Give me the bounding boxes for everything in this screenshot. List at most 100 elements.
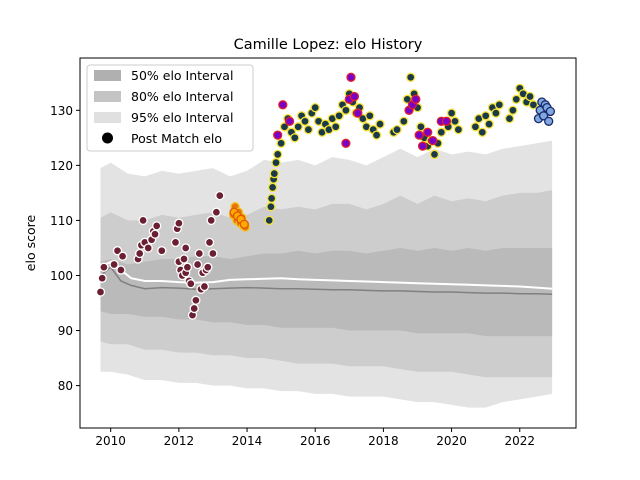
- elo-point: [508, 105, 518, 115]
- elo-point: [215, 190, 225, 201]
- y-tick-label: 80: [58, 379, 73, 393]
- elo-point: [300, 116, 310, 126]
- elo-point: [269, 168, 279, 179]
- elo-point: [414, 130, 424, 140]
- elo-point: [334, 111, 344, 121]
- x-tick-label: 2016: [300, 434, 331, 448]
- elo-point: [95, 287, 106, 297]
- elo-point: [423, 127, 433, 137]
- elo-point: [375, 119, 385, 129]
- elo-point: [266, 193, 277, 204]
- elo-point: [436, 127, 446, 137]
- elo-point: [181, 243, 191, 253]
- elo-point: [528, 100, 539, 110]
- x-tick-label: 2022: [504, 434, 535, 448]
- legend-swatch-50: [94, 70, 121, 81]
- elo-point: [504, 113, 515, 124]
- legend-box: [86, 64, 254, 152]
- elo-point: [429, 149, 440, 160]
- elo-point: [341, 138, 351, 148]
- elo-point: [203, 262, 213, 272]
- elo-point: [545, 106, 556, 117]
- elo-point: [179, 254, 189, 264]
- chart-title: Camille Lopez: elo History: [234, 37, 423, 53]
- y-axis-label: elo score: [23, 215, 38, 272]
- elo-point: [353, 108, 363, 118]
- elo-point: [290, 133, 300, 143]
- elo-point: [157, 246, 167, 256]
- elo-point: [416, 122, 426, 132]
- elo-point: [346, 72, 356, 82]
- y-tick-label: 130: [50, 104, 73, 118]
- elo-point: [112, 246, 123, 256]
- elo-point: [199, 281, 210, 292]
- legend-label-80: 80% elo Interval: [131, 89, 233, 104]
- elo-point: [544, 116, 554, 126]
- interval-bands: [100, 140, 553, 408]
- elo-point: [441, 116, 452, 126]
- x-tick-label: 2020: [436, 434, 467, 448]
- trend-lines: [100, 260, 553, 295]
- elo-point: [97, 273, 107, 283]
- elo-point: [208, 248, 218, 259]
- elo-point: [186, 279, 196, 289]
- x-axis: 2010 2012 2014 2016 2018 2020 2022: [95, 428, 535, 448]
- elo-point: [276, 138, 286, 148]
- elo-point: [150, 229, 160, 239]
- elo-point: [109, 259, 119, 270]
- plot-frame: [79, 57, 577, 429]
- elo-point: [194, 248, 204, 259]
- elo-point: [538, 111, 549, 121]
- elo-point: [399, 116, 409, 126]
- x-tick-label: 2010: [95, 434, 126, 448]
- elo-point: [266, 202, 276, 212]
- median-line: [100, 266, 553, 295]
- elo-point: [170, 237, 181, 248]
- elo-point: [446, 108, 457, 118]
- elo-point: [192, 259, 203, 270]
- elo-point: [116, 265, 126, 275]
- elo-point: [484, 119, 494, 129]
- elo-point: [341, 105, 351, 115]
- elo-point: [411, 94, 421, 104]
- elo-point: [152, 221, 162, 231]
- elo-point: [371, 130, 382, 140]
- legend-label-50: 50% elo Interval: [131, 68, 233, 83]
- legend-label-post-match: Post Match elo: [131, 131, 222, 146]
- elo-point: [117, 251, 128, 261]
- elo-point: [273, 149, 283, 160]
- elo-point: [279, 122, 290, 132]
- elo-point: [204, 237, 215, 248]
- x-tick-label: 2012: [164, 434, 195, 448]
- legend-marker-post-match: [102, 132, 113, 144]
- elo-point: [174, 218, 184, 228]
- elo-point: [189, 303, 199, 314]
- y-tick-label: 120: [50, 159, 73, 173]
- y-tick-label: 110: [50, 214, 73, 228]
- elo-point: [182, 262, 193, 272]
- elo-point: [477, 127, 487, 137]
- elo-point: [264, 215, 274, 226]
- elo-point: [271, 157, 281, 168]
- legend-label-95: 95% elo Interval: [131, 110, 233, 125]
- legend-swatch-80: [94, 91, 121, 102]
- elo-point: [525, 91, 535, 102]
- elo-point: [511, 94, 521, 104]
- mean-line: [100, 260, 553, 290]
- y-tick-label: 90: [58, 324, 73, 338]
- elo-point: [406, 72, 416, 82]
- elo-point: [349, 91, 360, 102]
- elo-point: [470, 122, 481, 132]
- elo-point: [293, 122, 303, 132]
- x-tick-label: 2018: [368, 434, 399, 448]
- x-tick-label: 2014: [232, 434, 263, 448]
- y-tick-label: 100: [50, 269, 73, 283]
- elo-point: [417, 141, 428, 151]
- elo-point: [135, 248, 145, 259]
- elo-point: [331, 122, 341, 132]
- elo-point: [273, 130, 283, 140]
- elo-point: [143, 243, 153, 253]
- band-50: [100, 248, 553, 337]
- elo-point: [138, 215, 148, 226]
